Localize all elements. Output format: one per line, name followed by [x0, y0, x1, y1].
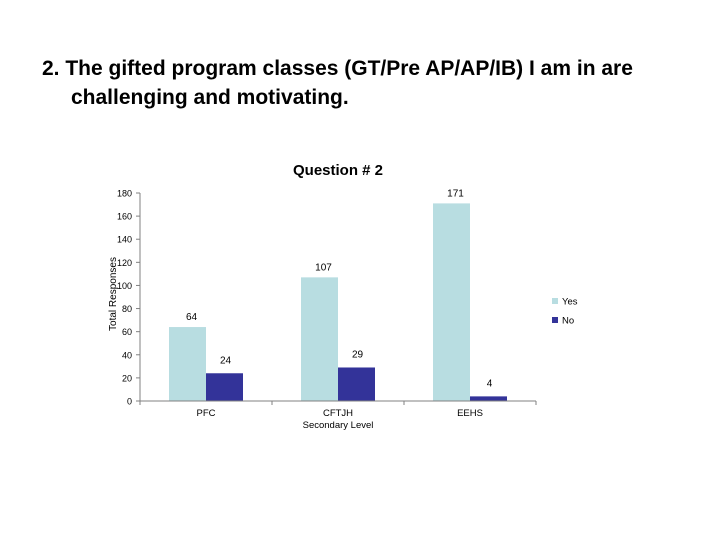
data-label: 4: [487, 378, 493, 389]
slide-title: 2. The gifted program classes (GT/Pre AP…: [42, 57, 633, 109]
y-tick-label: 120: [117, 258, 132, 268]
data-label: 29: [352, 349, 364, 360]
y-tick-label: 100: [117, 281, 132, 291]
bar-no-3: [470, 396, 507, 401]
y-tick-label: 60: [122, 327, 132, 337]
data-label: 107: [315, 262, 332, 273]
data-label: 64: [186, 312, 198, 323]
y-axis: 0 20 40 60 80 100 120 140 160 180: [117, 189, 141, 407]
y-tick-label: 180: [117, 189, 132, 199]
y-tick-label: 160: [117, 212, 132, 222]
bar-yes-1: [169, 327, 206, 401]
x-tick-label: CFTJH Secondary Level: [303, 408, 374, 431]
bar-yes-2: [301, 277, 338, 401]
legend-label-no: No: [562, 316, 574, 327]
bar-yes-3: [433, 203, 470, 401]
bar-no-2: [338, 367, 375, 401]
legend-swatch-yes: [552, 298, 558, 304]
y-tick-label: 0: [127, 397, 132, 407]
y-tick-label: 140: [117, 235, 132, 245]
legend: Yes No: [552, 297, 578, 327]
x-tick-label: EEHS: [457, 408, 483, 419]
y-tick-label: 40: [122, 350, 132, 360]
legend-label-yes: Yes: [562, 297, 578, 308]
chart-title: Question # 2: [293, 162, 383, 179]
x-tick-label: PFC: [197, 408, 216, 419]
data-label: 24: [220, 355, 232, 366]
legend-swatch-no: [552, 317, 558, 323]
y-tick-label: 20: [122, 373, 132, 383]
x-axis: PFC CFTJH Secondary Level EEHS: [139, 400, 537, 431]
y-tick-label: 80: [122, 304, 132, 314]
bars: 64 24 107 29 171 4: [169, 188, 507, 401]
data-label: 171: [447, 188, 464, 199]
y-axis-label: Total Responses: [108, 257, 119, 331]
bar-no-1: [206, 373, 243, 401]
